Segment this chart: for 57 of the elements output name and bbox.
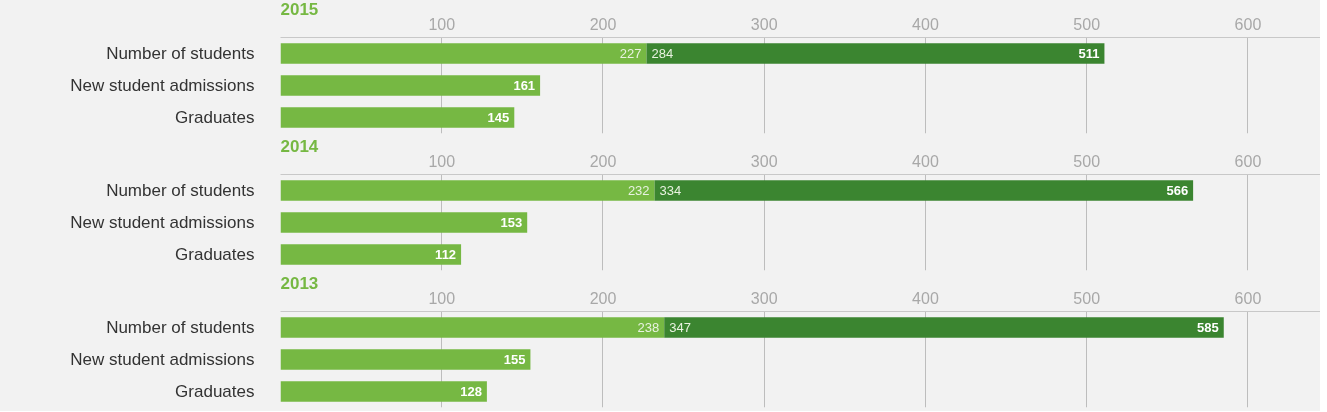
x-tick-label: 400 [912,15,939,33]
chart-title: 2014 [280,136,319,156]
bar [280,349,531,370]
total-label: 511 [1078,46,1100,61]
data-label: 238 [637,320,660,335]
y-tick-label: Graduates [175,382,255,401]
data-label: 161 [513,78,536,93]
x-tick-label: 300 [750,152,778,170]
y-tick-label: New student admissions [70,350,255,369]
bar [280,381,487,402]
bar [280,75,541,96]
data-label: 112 [435,247,457,262]
x-tick-label: 400 [912,289,939,307]
x-tick-label: 500 [1073,152,1101,170]
x-tick-label: 100 [428,15,456,33]
bar [280,212,528,233]
bar [646,43,1105,64]
x-tick-label: 400 [912,152,939,170]
y-tick-label: Number of students [106,181,255,200]
data-label: 347 [669,320,691,335]
y-tick-label: New student admissions [70,213,255,232]
y-tick-label: Number of students [106,44,255,63]
data-label: 128 [460,384,482,399]
bar [280,107,515,128]
data-label: 227 [619,46,642,61]
data-label: 155 [503,352,526,367]
bar [664,317,1224,338]
x-tick-label: 200 [589,15,617,33]
bar [654,180,1194,201]
x-tick-label: 600 [1234,152,1262,170]
data-label: 232 [627,183,650,198]
bar [280,43,647,64]
y-tick-label: New student admissions [70,76,255,95]
data-label: 284 [651,46,674,61]
x-tick-label: 600 [1234,289,1262,307]
x-tick-label: 300 [750,15,778,33]
x-tick-label: 300 [750,289,778,307]
x-tick-label: 500 [1073,289,1101,307]
x-tick-label: 200 [589,152,617,170]
y-tick-label: Number of students [106,318,255,337]
y-tick-label: Graduates [175,245,255,264]
bar [280,244,462,265]
x-tick-label: 500 [1073,15,1101,33]
total-label: 566 [1166,183,1189,198]
bar [280,317,665,338]
bar [280,180,655,201]
x-tick-label: 200 [589,289,617,307]
data-label: 153 [500,215,523,230]
x-tick-label: 600 [1234,15,1262,33]
chart-title: 2015 [280,0,319,19]
data-label: 334 [659,183,682,198]
data-label: 145 [487,110,510,125]
x-tick-label: 100 [428,289,456,307]
y-tick-label: Graduates [175,108,255,127]
x-tick-label: 100 [428,152,456,170]
chart-title: 2013 [280,273,319,293]
total-label: 585 [1197,320,1219,335]
